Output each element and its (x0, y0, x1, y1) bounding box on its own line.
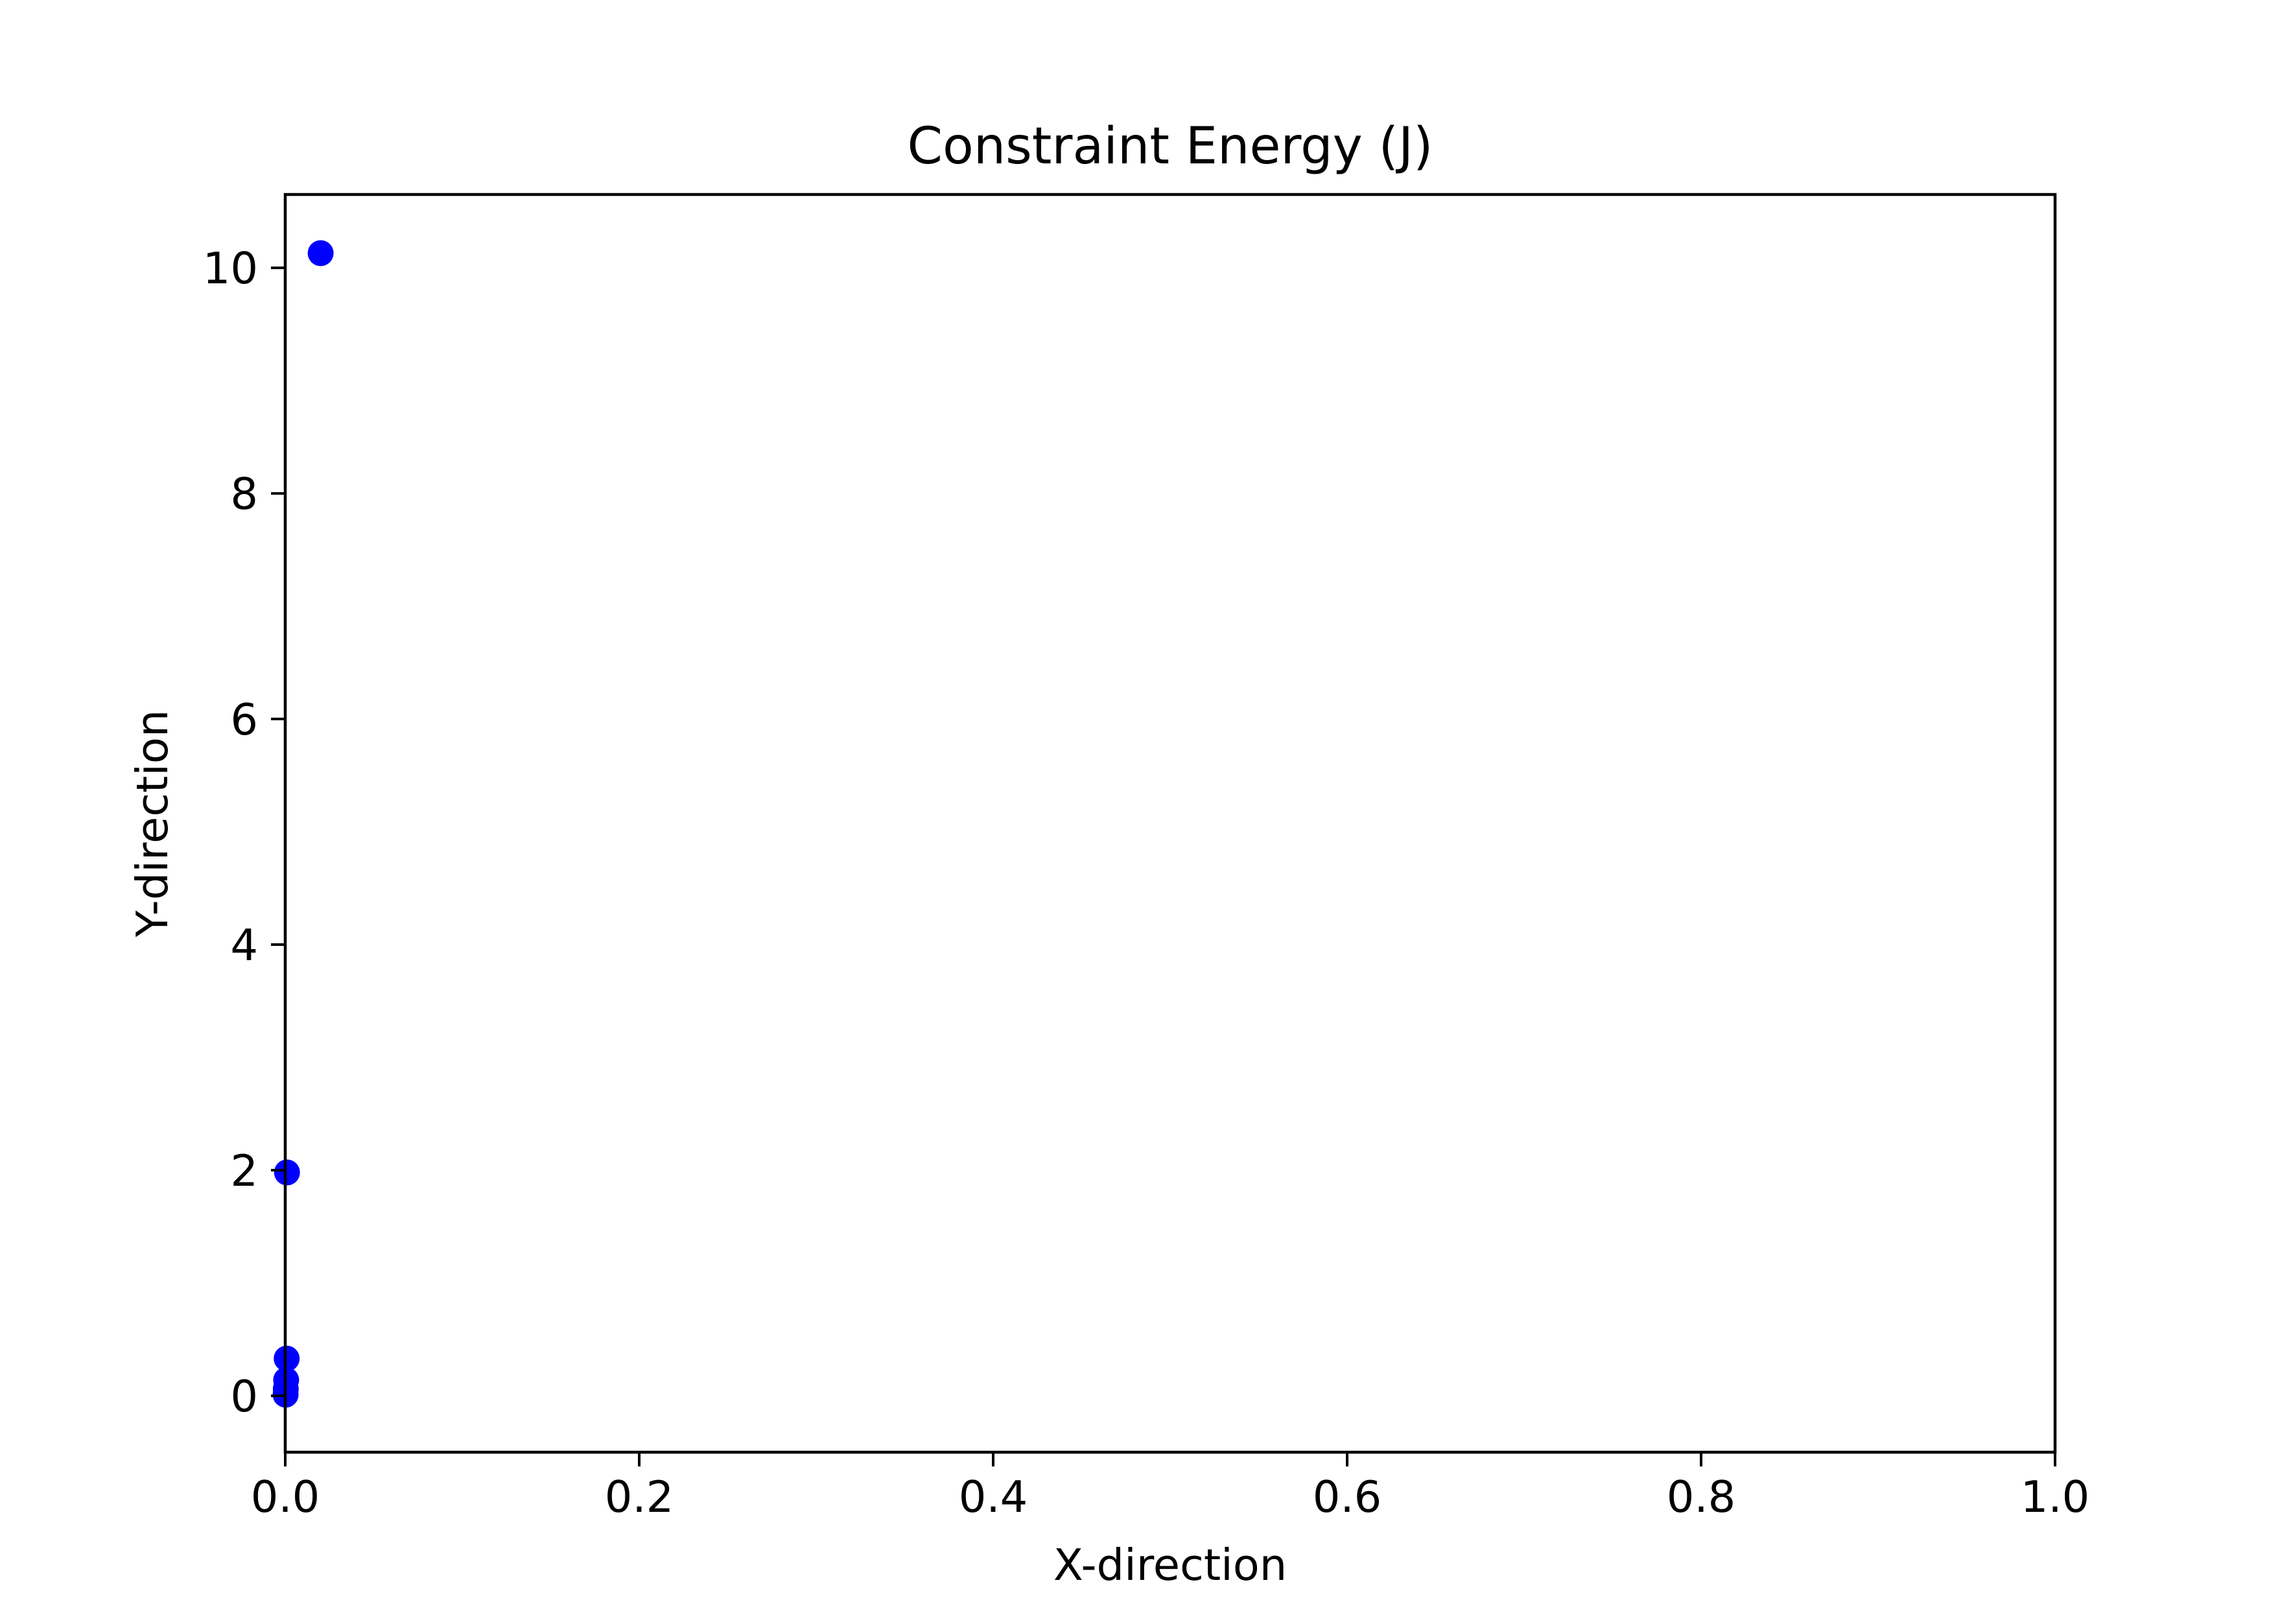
x-tick-label: 0.8 (1667, 1472, 1736, 1522)
y-tick-label: 8 (230, 469, 258, 519)
x-tick-label: 1.0 (2021, 1472, 2090, 1522)
y-tick-label: 4 (230, 920, 258, 971)
y-axis-label: Y-direction (127, 710, 178, 938)
y-tick-label: 6 (230, 694, 258, 745)
x-axis-label: X-direction (1053, 1540, 1287, 1590)
y-tick-label: 0 (230, 1371, 258, 1422)
x-tick-label: 0.4 (959, 1472, 1028, 1522)
x-tick-label: 0.0 (251, 1472, 320, 1522)
chart-title: Constraint Energy (J) (908, 117, 1433, 176)
x-tick-label: 0.6 (1313, 1472, 1382, 1522)
axes-frame (283, 193, 2057, 1454)
x-tick-label: 0.2 (605, 1472, 674, 1522)
data-point (274, 1159, 300, 1186)
data-point (307, 240, 334, 266)
y-axis-ticks: 0 2 4 6 8 10 (203, 243, 285, 1422)
y-tick-label: 2 (230, 1146, 258, 1196)
y-tick-label: 10 (203, 243, 258, 294)
x-axis-ticks: 0.0 0.2 0.4 0.6 0.8 1.0 (251, 1452, 2090, 1522)
